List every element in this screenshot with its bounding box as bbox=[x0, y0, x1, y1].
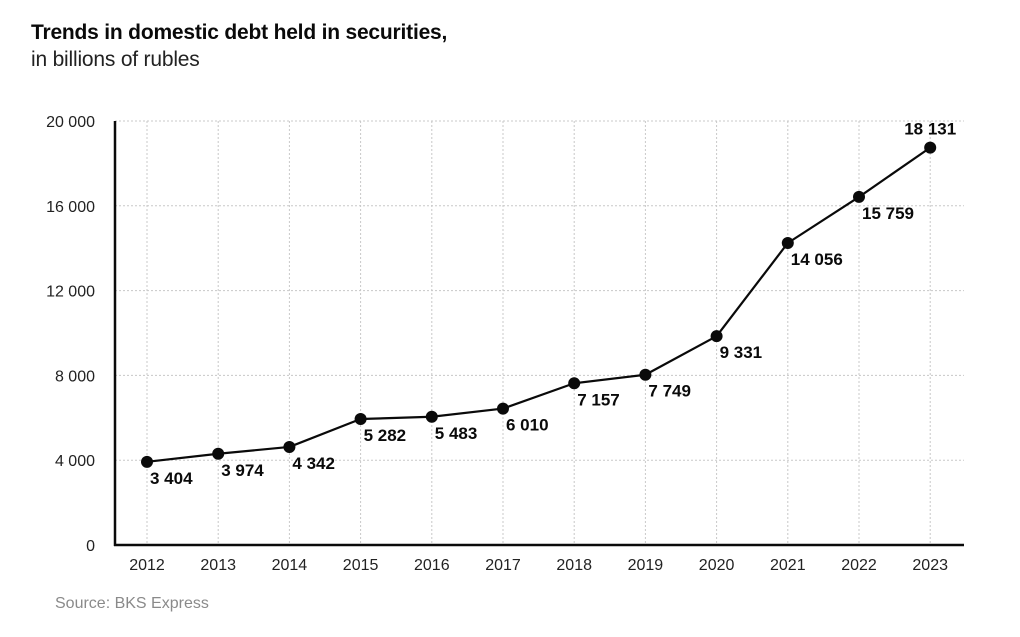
data-label: 7 157 bbox=[577, 390, 620, 409]
data-label: 3 974 bbox=[221, 461, 264, 480]
x-tick-label: 2021 bbox=[770, 557, 806, 574]
data-label: 4 342 bbox=[292, 454, 335, 473]
data-label: 5 282 bbox=[364, 426, 407, 445]
x-tick-label: 2016 bbox=[414, 557, 450, 574]
data-label: 5 483 bbox=[435, 424, 478, 443]
data-point-marker bbox=[354, 413, 367, 426]
data-point-marker bbox=[710, 330, 723, 343]
data-point-marker bbox=[781, 237, 794, 250]
y-tick-label: 16 000 bbox=[46, 199, 95, 216]
data-point-marker bbox=[212, 447, 225, 460]
data-point-marker bbox=[283, 440, 296, 453]
data-label: 3 404 bbox=[150, 469, 193, 488]
data-label: 6 010 bbox=[506, 416, 549, 435]
x-tick-label: 2023 bbox=[912, 557, 948, 574]
chart-title: Trends in domestic debt held in securiti… bbox=[31, 21, 448, 44]
source-note: Source: BKS Express bbox=[55, 595, 209, 612]
x-tick-label: 2018 bbox=[556, 557, 592, 574]
x-tick-label: 2013 bbox=[200, 557, 236, 574]
x-tick-label: 2019 bbox=[628, 557, 664, 574]
y-tick-label: 20 000 bbox=[46, 114, 95, 131]
data-point-marker bbox=[497, 402, 509, 415]
data-line bbox=[146, 146, 931, 463]
y-tick-label: 0 bbox=[86, 538, 95, 555]
data-label: 14 056 bbox=[791, 250, 843, 269]
data-point-marker bbox=[425, 410, 438, 423]
x-tick-label: 2015 bbox=[343, 557, 379, 574]
data-point-marker bbox=[639, 368, 652, 381]
chart-subtitle: in billions of rubles bbox=[31, 48, 200, 71]
data-point-marker bbox=[924, 141, 937, 154]
data-label: 9 331 bbox=[720, 343, 763, 362]
data-point-marker bbox=[141, 455, 153, 468]
x-tick-label: 2012 bbox=[129, 557, 165, 574]
x-tick-label: 2020 bbox=[699, 557, 735, 574]
data-label: 18 131 bbox=[904, 120, 956, 139]
x-tick-label: 2022 bbox=[841, 557, 877, 574]
y-tick-label: 8 000 bbox=[55, 368, 95, 385]
y-tick-label: 4 000 bbox=[55, 453, 95, 470]
x-tick-label: 2017 bbox=[485, 557, 521, 574]
data-label: 7 749 bbox=[648, 382, 691, 401]
data-label: 15 759 bbox=[862, 204, 914, 223]
data-point-marker bbox=[853, 190, 865, 203]
data-point-marker bbox=[568, 377, 581, 390]
x-tick-label: 2014 bbox=[272, 557, 308, 574]
y-tick-label: 12 000 bbox=[46, 284, 95, 301]
